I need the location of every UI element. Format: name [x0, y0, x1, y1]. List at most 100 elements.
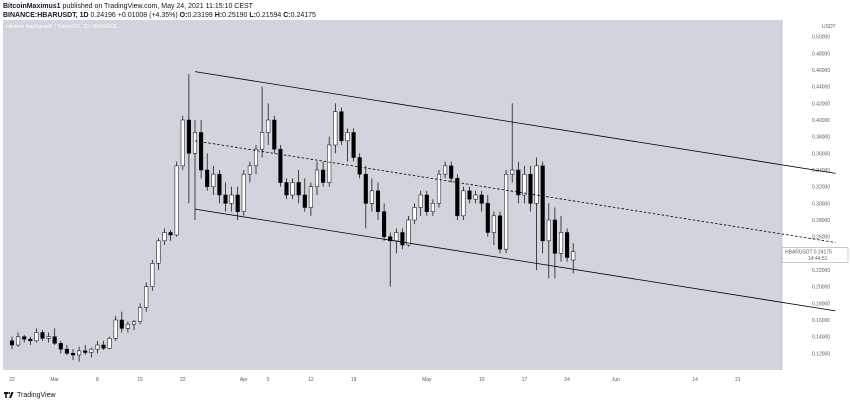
channel-upper-line[interactable]: [194, 71, 836, 174]
candle-body[interactable]: [229, 194, 234, 204]
candle-body[interactable]: [565, 232, 570, 258]
candle-body[interactable]: [77, 350, 82, 356]
candle-body[interactable]: [528, 173, 533, 204]
candle-body[interactable]: [333, 111, 338, 146]
candle-body[interactable]: [571, 251, 576, 261]
candle-body[interactable]: [235, 194, 240, 212]
candle-body[interactable]: [253, 148, 259, 167]
candle-body[interactable]: [95, 344, 100, 350]
candle-body[interactable]: [558, 232, 564, 254]
footer-brand[interactable]: TradingView: [17, 391, 56, 399]
candle-body[interactable]: [534, 165, 539, 204]
candle-body[interactable]: [375, 190, 381, 212]
candle-body[interactable]: [64, 348, 69, 354]
candle-body[interactable]: [119, 319, 124, 329]
candle-body[interactable]: [131, 321, 137, 325]
candle-body[interactable]: [345, 132, 350, 142]
candle-body[interactable]: [16, 336, 21, 346]
candle-body[interactable]: [369, 190, 374, 204]
candle-body[interactable]: [113, 319, 118, 339]
candle-body[interactable]: [504, 173, 509, 250]
candle-body[interactable]: [278, 148, 283, 183]
candle-body[interactable]: [461, 190, 466, 217]
candle-body[interactable]: [199, 132, 204, 171]
candle-body[interactable]: [272, 119, 277, 150]
candle-body[interactable]: [290, 182, 295, 196]
candle-body[interactable]: [22, 336, 27, 340]
candle-body[interactable]: [58, 343, 63, 350]
candle-body[interactable]: [418, 194, 423, 208]
candle-body[interactable]: [351, 132, 356, 158]
chart-area[interactable]: Hedera Hashgraph / TetherUS, 1D, BINANCE…: [0, 20, 850, 388]
candle-body[interactable]: [321, 169, 326, 183]
candle-body[interactable]: [516, 169, 521, 196]
candle-body[interactable]: [357, 157, 362, 175]
candle-body[interactable]: [436, 173, 442, 204]
candle-body[interactable]: [284, 182, 289, 196]
candle-body[interactable]: [28, 338, 33, 342]
candle-body[interactable]: [162, 232, 167, 242]
candle-body[interactable]: [186, 119, 191, 154]
candle-body[interactable]: [217, 173, 222, 196]
candle-body[interactable]: [168, 232, 173, 236]
candle-body[interactable]: [485, 203, 490, 233]
candle-body[interactable]: [70, 353, 76, 356]
candle-body[interactable]: [449, 165, 454, 179]
candle-body[interactable]: [156, 240, 161, 264]
candle-body[interactable]: [412, 207, 417, 221]
candle-body[interactable]: [83, 350, 88, 353]
candle-body[interactable]: [540, 165, 545, 242]
candle-body[interactable]: [479, 194, 484, 204]
candle-body[interactable]: [455, 178, 460, 217]
candle-body[interactable]: [34, 332, 39, 342]
candle-body[interactable]: [382, 211, 387, 237]
candle-body[interactable]: [180, 119, 185, 167]
candle-body[interactable]: [150, 263, 155, 287]
candle-body[interactable]: [443, 165, 448, 175]
candle-body[interactable]: [308, 186, 313, 208]
candle-body[interactable]: [510, 169, 515, 175]
candle-body[interactable]: [400, 232, 405, 246]
channel-mid-line[interactable]: [194, 140, 836, 243]
candle-body[interactable]: [192, 132, 198, 154]
candle-body[interactable]: [125, 323, 130, 329]
candle-body[interactable]: [205, 169, 210, 187]
candle-body[interactable]: [394, 232, 399, 242]
candle-body[interactable]: [40, 332, 45, 339]
candle-body[interactable]: [138, 307, 143, 322]
candle-body[interactable]: [107, 338, 112, 349]
candle-body[interactable]: [327, 144, 332, 183]
candle-body[interactable]: [266, 119, 271, 133]
candle-body[interactable]: [46, 336, 51, 339]
candle-body[interactable]: [223, 194, 228, 204]
candle-body[interactable]: [174, 165, 179, 236]
candle-body[interactable]: [363, 173, 368, 204]
candle-body[interactable]: [260, 132, 265, 150]
candle-body[interactable]: [491, 215, 496, 233]
candle-body[interactable]: [101, 344, 106, 349]
candle-body[interactable]: [302, 194, 307, 208]
candle-body[interactable]: [144, 286, 149, 308]
candle-body[interactable]: [89, 348, 94, 353]
candle-body[interactable]: [9, 340, 15, 346]
candle-body[interactable]: [247, 165, 252, 175]
candle-body[interactable]: [52, 336, 57, 344]
author-name[interactable]: BitcoinMaximus1: [3, 3, 61, 10]
candle-body[interactable]: [388, 236, 393, 242]
candle-body[interactable]: [241, 173, 246, 212]
channel-lower-line[interactable]: [194, 208, 836, 312]
candlestick-chart[interactable]: Hedera Hashgraph / TetherUS, 1D, BINANCE…: [0, 20, 850, 388]
candle-body[interactable]: [314, 169, 320, 187]
candle-body[interactable]: [497, 215, 503, 250]
candle-body[interactable]: [424, 194, 429, 212]
candle-body[interactable]: [473, 194, 478, 200]
candle-body[interactable]: [552, 219, 557, 254]
candle-body[interactable]: [430, 203, 435, 212]
candle-body[interactable]: [467, 190, 472, 200]
candle-body[interactable]: [406, 219, 411, 246]
candle-body[interactable]: [522, 173, 527, 196]
candle-body[interactable]: [339, 111, 344, 142]
candle-body[interactable]: [211, 173, 216, 187]
candle-body[interactable]: [296, 182, 301, 196]
candle-body[interactable]: [546, 219, 551, 242]
